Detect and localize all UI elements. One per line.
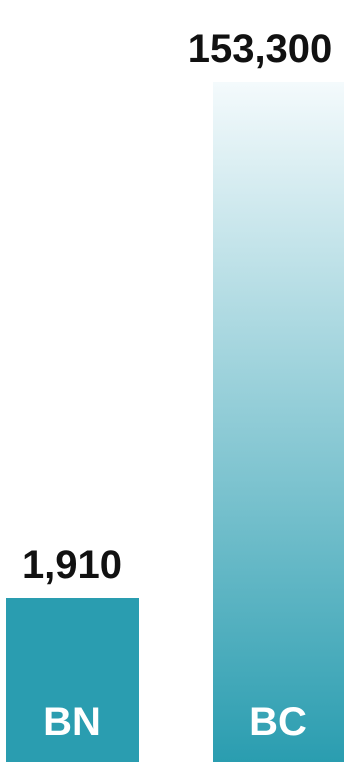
bar-bc: [213, 82, 344, 762]
value-label-bc: 153,300: [188, 27, 333, 71]
category-label-bc: BC: [249, 700, 307, 744]
value-label-bn: 1,910: [22, 543, 122, 587]
category-label-bn: BN: [43, 700, 101, 744]
bar-bn: [6, 598, 139, 762]
